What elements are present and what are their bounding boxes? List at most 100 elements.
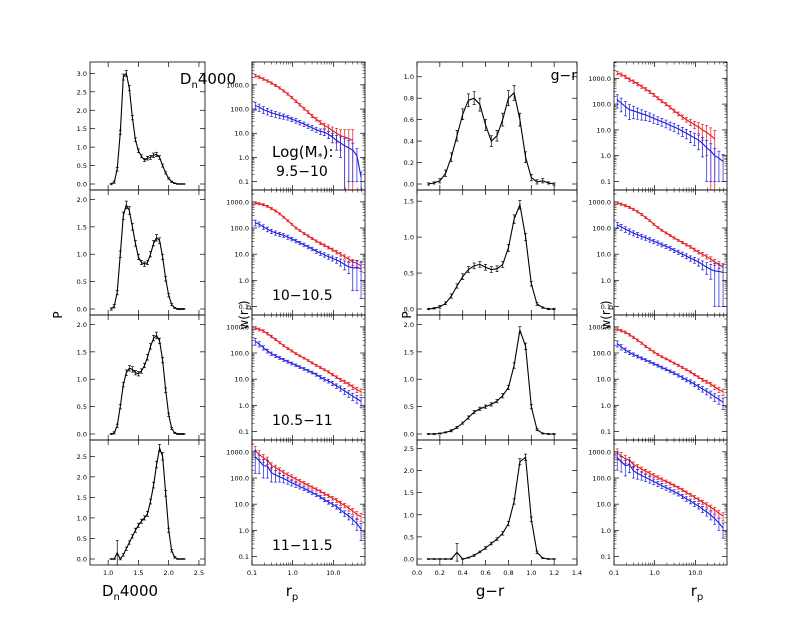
ytick-label: 1.0 [77,144,87,152]
ytick-label: 0.1 [601,178,611,186]
ytick-label: 1.5 [404,489,414,497]
ytick-label: 10.0 [597,376,611,384]
series-line-distribution [110,72,184,185]
ytick-label: 10.0 [235,501,249,509]
ytick-label: 1.0 [239,527,249,535]
panel-r4c4: 0.1 1.0 10.0 100.0 1000.0 0.1 1.0 10.0 [588,439,728,577]
panel-r3c1: 0.0 0.5 1.0 1.5 2.0 [77,314,206,441]
ytick-label: 0.5 [404,533,414,541]
mass-label: Log(M*): [272,143,334,163]
series-line-distribution [111,446,184,561]
panel-r4c2: 0.1 1.0 10.0 100.0 1000.0 0.1 1.0 10.0 11−11.5 [226,439,366,577]
ytick-label: 2.5 [77,453,87,461]
ytick-label: 0.5 [77,535,87,543]
xtick-label: 10.0 [688,569,702,577]
ytick-label: 1.0 [239,402,249,410]
panel-r2c1: 0.0 0.5 1.0 1.5 2.0 [77,189,206,316]
panel-r4c3: 0.0 0.5 1.0 1.5 2.0 2.5 0.0 0.2 0.4 0.6 0.8 1.0 1.2 1… [404,439,582,577]
ytick-label: 2.0 [77,107,87,115]
ytick-label: 1.0 [239,154,249,162]
xtick-label: 0.4 [458,569,468,577]
ytick-label: 100.0 [230,225,249,233]
ytick-label: 2.5 [77,88,87,96]
ytick-label: 1.5 [77,223,87,231]
ytick-label: 1.5 [404,348,414,356]
ytick-label: 1.0 [404,511,414,519]
panel-frame [416,439,578,566]
ytick-label: 2.0 [404,467,414,475]
ytick-label: 1.5 [77,494,87,502]
ytick-label: 100.0 [592,475,611,483]
ytick-label: 1.0 [77,514,87,522]
mass-bin-label: 10.5−11 [272,413,333,429]
ytick-label: 1000.0 [588,323,611,331]
ytick-label: 0.1 [239,553,249,561]
panel-r3c3: 0.0 0.5 1.0 1.5 2.0 [404,314,578,441]
ytick-label: 1000.0 [226,81,249,89]
ytick-label: 0.5 [77,162,87,170]
panel-r1c4: 0.1 1.0 10.0 100.0 1000.0 [588,61,728,191]
ytick-label: 0.5 [404,270,414,278]
xtick-label: 1.5 [133,569,143,577]
panel-frame [613,439,728,566]
panel-r2c3: 0.0 0.5 1.0 1.5 [404,189,578,316]
xtick-label: 0.1 [247,569,257,577]
ytick-label: 0.4 [404,138,414,146]
xtick-label: 2.0 [164,569,174,577]
ytick-label: 1.0 [404,376,414,384]
ytick-label: 0.0 [77,306,87,314]
series-line-distribution [110,203,184,310]
panel-frame [89,189,206,316]
ytick-label: 100.0 [592,225,611,233]
panel-r3c4: 0.1 1.0 10.0 100.0 1000.0 [588,314,728,441]
ytick-label: 0.1 [601,553,611,561]
ytick-label: 1000.0 [226,198,249,206]
ytick-label: 10.0 [235,251,249,259]
panel-grid: 0.00.51.01.52.02.53.00.00.51.01.52.00.00… [77,61,728,577]
panel-frame [416,314,578,441]
ytick-label: 10.0 [235,376,249,384]
ytick-label: 10.0 [597,501,611,509]
ytick-label: 100.0 [592,101,611,109]
ytick-label: 0.0 [77,181,87,189]
ytick-label: 1.0 [404,73,414,81]
panel-title-dn4000: Dn4000 [180,70,236,91]
panel-frame [251,439,366,566]
ytick-label: 1.0 [239,277,249,285]
xtick-label: 0.1 [609,569,619,577]
ytick-label: 1000.0 [226,323,249,331]
ytick-label: 2.0 [77,196,87,204]
xtick-label: 1.0 [103,569,113,577]
ytick-label: 1.0 [77,376,87,384]
xtick-label: 1.2 [549,569,559,577]
ytick-label: 1.0 [601,527,611,535]
ytick-label: 2.0 [77,321,87,329]
xtick-label: 1.4 [572,569,582,577]
ytick-label: 0.6 [404,116,414,124]
ytick-label: 0.0 [404,431,414,439]
ytick-label: 0.1 [239,178,249,186]
xtick-label: 10.0 [326,569,340,577]
ytick-label: 0.5 [77,403,87,411]
xtick-label: 0.6 [480,569,490,577]
ytick-label: 100.0 [592,350,611,358]
col2-xlabel: rp [286,582,299,603]
ytick-label: 0.1 [239,428,249,436]
ytick-label: 1000.0 [588,448,611,456]
mass-bin-label: 9.5−10 [276,164,328,180]
col3-ylabel: P [400,311,414,318]
col1-xlabel: Dn4000 [102,582,158,603]
xtick-label: 1.0 [526,569,536,577]
panel-r2c4: 0.1 1.0 10.0 100.0 1000.0 [588,189,728,316]
ytick-label: 0.5 [404,403,414,411]
series-line-distribution [111,334,184,435]
ytick-label: 0.1 [601,303,611,311]
ytick-label: 0.1 [239,303,249,311]
ytick-label: 10.0 [597,251,611,259]
xtick-label: 1.0 [650,569,660,577]
series-line-distribution [428,329,555,435]
panel-frame [89,314,206,441]
ytick-label: 1.5 [77,125,87,133]
col4-xlabel: rp [691,582,704,603]
ytick-label: 1000.0 [588,198,611,206]
